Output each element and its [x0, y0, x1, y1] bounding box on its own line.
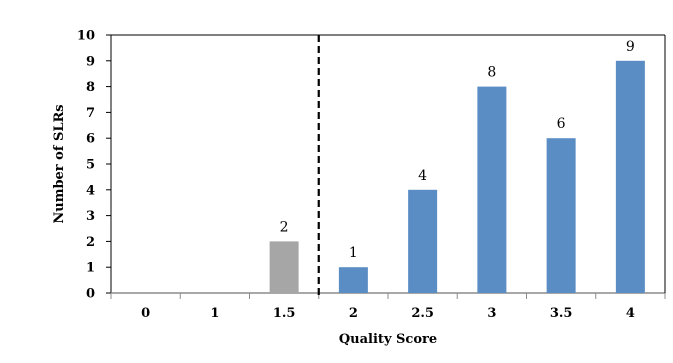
x-axis-title: Quality Score: [339, 332, 437, 347]
y-tick-label: 8: [86, 80, 95, 95]
y-tick-label: 0: [86, 287, 95, 302]
data-label: 6: [557, 116, 566, 132]
bars: [269, 60, 645, 293]
x-tick-label: 2: [349, 306, 358, 321]
y-tick-label: 3: [86, 209, 95, 224]
y-tick-label: 4: [86, 183, 95, 198]
y-tick-label: 5: [86, 158, 95, 173]
y-axis-title: Number of SLRs: [52, 104, 67, 223]
bar: [408, 189, 438, 293]
y-tick-label: 1: [86, 261, 95, 276]
y-tick-label: 9: [86, 54, 95, 69]
x-tick-label: 1.5: [273, 306, 296, 321]
y-tick-label: 10: [77, 29, 95, 44]
x-tick-label: 2.5: [411, 306, 434, 321]
data-label: 2: [280, 219, 289, 235]
data-label: 9: [626, 39, 635, 55]
bar: [269, 241, 299, 293]
x-tick-label: 3.5: [550, 306, 573, 321]
x-tick-label: 1: [210, 306, 219, 321]
x-tick-label: 3: [487, 306, 496, 321]
x-axis: 0 1 1.5 2 2.5 3 3.5 4: [110, 293, 666, 321]
x-tick-label: 0: [141, 306, 150, 321]
data-labels: 2 1 4 8 6 9: [280, 39, 635, 261]
bar: [546, 138, 576, 293]
y-tick-label: 2: [86, 235, 95, 250]
bar: [615, 60, 645, 293]
y-tick-label: 7: [86, 106, 95, 121]
bar: [477, 86, 507, 293]
data-label: 8: [487, 65, 496, 81]
y-axis: 0 1 2 3 4 5 6 7 8 9 10: [77, 29, 111, 302]
y-tick-label: 6: [86, 132, 95, 147]
data-label: 4: [418, 168, 427, 184]
data-label: 1: [349, 245, 358, 261]
bar: [338, 267, 368, 293]
x-tick-label: 4: [626, 306, 635, 321]
